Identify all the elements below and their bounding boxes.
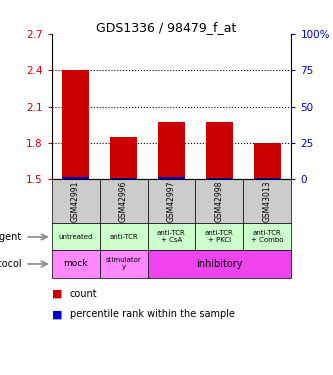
Text: mock: mock [63,260,88,268]
Bar [206,122,233,179]
Text: anti-TCR
+ CsA: anti-TCR + CsA [157,231,186,243]
Text: GSM42998: GSM42998 [215,181,224,222]
Text: anti-TCR
+ PKCi: anti-TCR + PKCi [205,231,234,243]
Text: GDS1336 / 98479_f_at: GDS1336 / 98479_f_at [96,21,237,34]
Bar [206,178,233,179]
Text: GSM42996: GSM42996 [119,181,128,222]
Text: protocol: protocol [0,259,22,269]
Text: agent: agent [0,232,22,242]
Bar [100,224,148,251]
Bar [52,179,100,224]
Bar [148,251,291,278]
Bar [158,122,185,179]
Bar [195,179,243,224]
Text: count: count [70,289,98,299]
Bar [148,224,195,251]
Bar [100,179,148,224]
Text: ■: ■ [52,289,62,299]
Bar [100,251,148,278]
Bar [243,224,291,251]
Bar [148,179,195,224]
Bar [254,143,281,179]
Text: GSM43013: GSM43013 [263,181,272,222]
Bar [158,177,185,179]
Text: inhibitory: inhibitory [196,259,243,269]
Bar [195,224,243,251]
Text: anti-TCR
+ Combo: anti-TCR + Combo [251,231,284,243]
Bar [52,224,100,251]
Bar [62,177,89,179]
Bar [243,179,291,224]
Bar [52,251,100,278]
Bar [110,137,137,179]
Text: GSM42997: GSM42997 [167,181,176,222]
Text: GSM42991: GSM42991 [71,181,80,222]
Text: anti-TCR: anti-TCR [109,234,138,240]
Text: untreated: untreated [58,234,93,240]
Text: percentile rank within the sample: percentile rank within the sample [70,309,235,320]
Text: stimulator
y: stimulator y [106,258,142,270]
Bar [254,178,281,179]
Bar [62,70,89,179]
Bar [110,178,137,179]
Text: ■: ■ [52,309,62,320]
